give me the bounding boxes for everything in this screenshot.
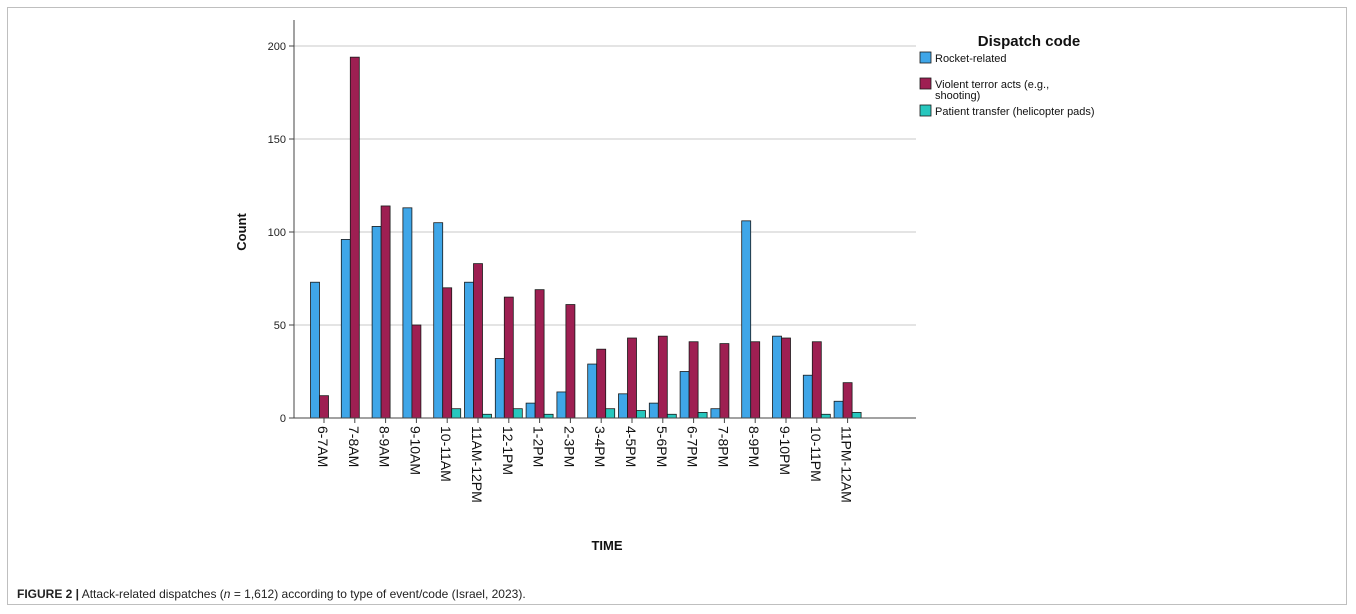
x-tick-labels: 6-7AM 7-8AM 8-9AM 9-10AM 10-11AM 11AM-12PM 12-… — [315, 426, 855, 503]
bar-rocket-8-9AM — [371, 226, 382, 419]
x-tick-label-4-5PM: 4-5PM — [623, 426, 639, 467]
bar-terror-6-7PM — [688, 341, 699, 419]
figure-frame — [7, 7, 1347, 605]
legend-swatch-2 — [919, 104, 932, 117]
x-tick-label-6-7PM: 6-7PM — [685, 426, 701, 467]
bar-terror-10-11AM — [442, 287, 453, 419]
y-tick-label: 50 — [274, 320, 286, 332]
legend-title: Dispatch code — [978, 33, 1081, 50]
x-tick-label-7-8PM: 7-8PM — [715, 426, 731, 467]
x-axis-label: TIME — [591, 538, 622, 553]
bar-rocket-9-10AM — [402, 207, 413, 419]
bar-rocket-11AM-12PM — [464, 281, 474, 419]
bar-transfer-11AM-12PM — [482, 413, 492, 419]
x-tick-label-8-9AM: 8-9AM — [377, 426, 393, 467]
bar-terror-5-6PM — [657, 335, 668, 419]
x-tick-label-10-11PM: 10-11PM — [808, 426, 824, 482]
bar-transfer-10-11AM — [451, 408, 462, 419]
bar-rocket-10-11AM — [433, 222, 444, 419]
x-tick-label-11AM-12PM: 11AM-12PM — [469, 426, 485, 503]
bar-terror-1-2PM — [534, 289, 545, 419]
bar-terror-4-5PM — [627, 337, 637, 419]
bar-rocket-4-5PM — [618, 393, 628, 419]
legend-label-1: shooting) — [935, 90, 980, 102]
bar-terror-3-4PM — [596, 348, 607, 419]
axes — [289, 20, 916, 423]
bars — [310, 56, 862, 419]
bar-rocket-5-6PM — [648, 402, 659, 419]
x-tick-label-6-7AM: 6-7AM — [315, 426, 331, 467]
y-tick-label: 200 — [268, 41, 286, 53]
bar-transfer-5-6PM — [666, 413, 677, 419]
x-tick-label-9-10AM: 9-10AM — [407, 426, 423, 475]
bar-terror-2-3PM — [565, 304, 576, 419]
y-tick-label: 100 — [268, 227, 286, 239]
caption-text-after: = 1,612) according to type of event/code… — [230, 587, 526, 601]
x-tick-label-10-11AM: 10-11AM — [438, 426, 454, 482]
bar-rocket-9-10PM — [772, 335, 782, 419]
x-tick-label-12-1PM: 12-1PM — [500, 426, 516, 475]
bar-terror-11PM-12AM — [842, 382, 853, 419]
bar-rocket-8-9PM — [741, 220, 752, 419]
legend-label-0: Rocket-related — [935, 53, 1007, 65]
bar-terror-9-10PM — [781, 337, 791, 419]
y-tick-label: 0 — [280, 413, 286, 425]
y-axis-label: Count — [234, 213, 249, 251]
bar-rocket-12-1PM — [494, 358, 505, 419]
y-tick-labels: 0 50 100 150 200 — [268, 41, 286, 425]
legend-label-2: Patient transfer (helicopter pads) — [935, 106, 1095, 118]
bar-transfer-6-7PM — [697, 412, 708, 419]
gridlines — [294, 45, 916, 326]
x-tick-label-2-3PM: 2-3PM — [561, 426, 577, 467]
bar-transfer-10-11PM — [820, 413, 831, 419]
bar-rocket-11PM-12AM — [833, 400, 844, 419]
x-tick-label-5-6PM: 5-6PM — [654, 426, 670, 467]
x-tick-label-3-4PM: 3-4PM — [592, 426, 608, 467]
bar-terror-8-9AM — [380, 205, 391, 419]
x-tick-label-1-2PM: 1-2PM — [531, 426, 547, 467]
bar-rocket-6-7PM — [679, 371, 690, 419]
bar-terror-7-8AM — [349, 56, 360, 419]
bar-rocket-7-8AM — [340, 239, 351, 419]
x-tick-label-11PM-12AM: 11PM-12AM — [839, 426, 855, 503]
bar-transfer-3-4PM — [605, 408, 616, 419]
bar-transfer-1-2PM — [543, 413, 554, 419]
legend-label-1: Violent terror acts (e.g., — [935, 79, 1049, 91]
x-tick-label-7-8AM: 7-8AM — [346, 426, 362, 467]
legend-swatch-0 — [919, 51, 932, 64]
bar-transfer-12-1PM — [512, 408, 523, 419]
bar-transfer-11PM-12AM — [851, 412, 862, 419]
x-tick-label-8-9PM: 8-9PM — [746, 426, 762, 467]
caption-text-before: Attack-related dispatches ( — [79, 587, 224, 601]
caption-n-variable: n — [223, 587, 231, 601]
bar-rocket-6-7AM — [310, 281, 320, 419]
bar-terror-10-11PM — [811, 341, 822, 419]
figure-caption: FIGURE 2 | Attack-related dispatches (n … — [17, 587, 526, 601]
bar-rocket-2-3PM — [556, 391, 567, 419]
bar-rocket-7-8PM — [710, 408, 721, 419]
bar-terror-11AM-12PM — [473, 263, 483, 419]
legend: Rocket-related Violent terror acts (e.g.,… — [919, 51, 1095, 118]
bar-transfer-4-5PM — [636, 410, 646, 419]
bar-terror-9-10AM — [411, 324, 422, 419]
y-tick-label: 150 — [268, 134, 286, 146]
bar-rocket-3-4PM — [587, 363, 598, 419]
bar-terror-7-8PM — [719, 343, 730, 419]
bar-terror-6-7AM — [319, 395, 329, 419]
caption-label: FIGURE 2 | — [17, 587, 80, 601]
bar-terror-8-9PM — [750, 341, 761, 419]
legend-swatch-1 — [919, 77, 932, 90]
bar-rocket-10-11PM — [802, 374, 813, 419]
x-tick-label-9-10PM: 9-10PM — [777, 426, 793, 475]
bar-terror-12-1PM — [503, 296, 514, 419]
bar-rocket-1-2PM — [525, 402, 536, 419]
